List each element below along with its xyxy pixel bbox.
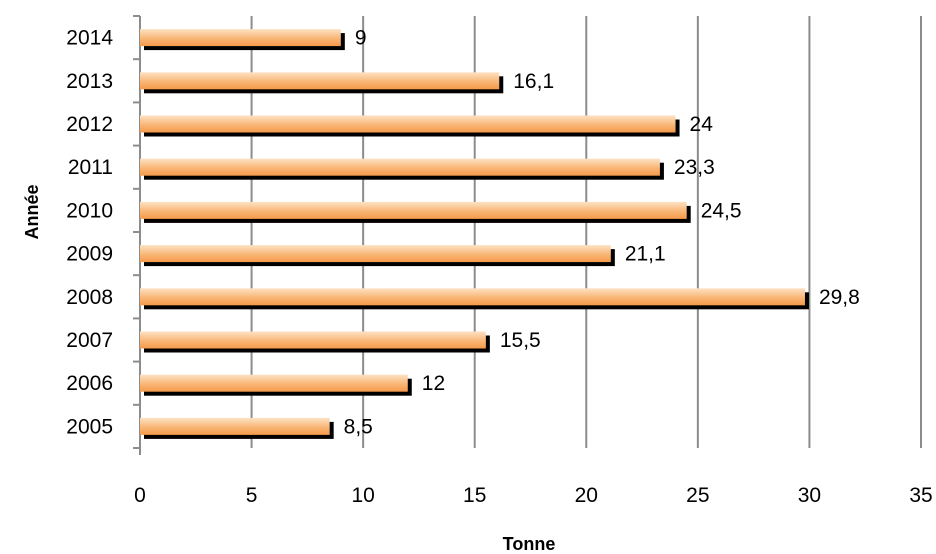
data-label-2008: 29,8	[819, 286, 860, 309]
x-tick-label-0: 0	[134, 484, 146, 507]
bar-2009	[140, 245, 611, 263]
y-tick-label-2009: 2009	[66, 243, 113, 266]
bar-2006	[140, 374, 408, 392]
bar-2008	[140, 288, 805, 306]
bar-2012	[140, 115, 676, 133]
data-label-2010: 24,5	[701, 199, 742, 222]
y-tick-label-2012: 2012	[66, 113, 113, 136]
x-tick-label-10: 10	[351, 484, 374, 507]
x-axis-title: Tonne	[503, 534, 556, 554]
bar-2014	[140, 29, 341, 47]
data-label-2011: 23,3	[674, 156, 715, 179]
data-label-2013: 16,1	[513, 70, 554, 93]
data-label-2007: 15,5	[500, 329, 541, 352]
bar-2013	[140, 72, 500, 90]
x-tick-label-20: 20	[575, 484, 598, 507]
x-tick-label-15: 15	[463, 484, 486, 507]
data-label-2014: 9	[355, 27, 367, 50]
bar-2007	[140, 331, 486, 349]
y-tick-label-2014: 2014	[66, 27, 113, 50]
data-labels: 8,5 12 15,5 29,8 21,1 24,5 23,3 24 16,1 9	[344, 27, 860, 439]
y-axis-title: Année	[22, 184, 42, 239]
bar-2005	[140, 417, 330, 435]
x-tick-label-35: 35	[909, 484, 932, 507]
data-label-2005: 8,5	[344, 415, 373, 438]
x-tick-label-30: 30	[798, 484, 821, 507]
y-tick-label-2008: 2008	[66, 286, 113, 309]
axes	[133, 15, 141, 455]
y-tick-label-2006: 2006	[66, 372, 113, 395]
y-tick-label-2011: 2011	[68, 156, 113, 179]
x-tick-labels: 0 5 10 15 20 25 30 35	[134, 484, 933, 507]
bar-2011	[140, 158, 660, 176]
y-tick-label-2005: 2005	[66, 415, 113, 438]
data-label-2009: 21,1	[625, 243, 666, 266]
y-tick-labels: 2005 2006 2007 2008 2009 2010 2011 2012 2013 2014	[66, 27, 113, 439]
data-label-2012: 24	[690, 113, 714, 136]
x-tick-label-25: 25	[686, 484, 709, 507]
y-tick-label-2007: 2007	[66, 329, 113, 352]
y-tick-label-2010: 2010	[66, 199, 113, 222]
data-label-2006: 12	[422, 372, 445, 395]
bars	[140, 29, 809, 439]
bar-2010	[140, 201, 687, 219]
x-tick-label-5: 5	[246, 484, 258, 507]
y-tick-label-2013: 2013	[66, 70, 113, 93]
